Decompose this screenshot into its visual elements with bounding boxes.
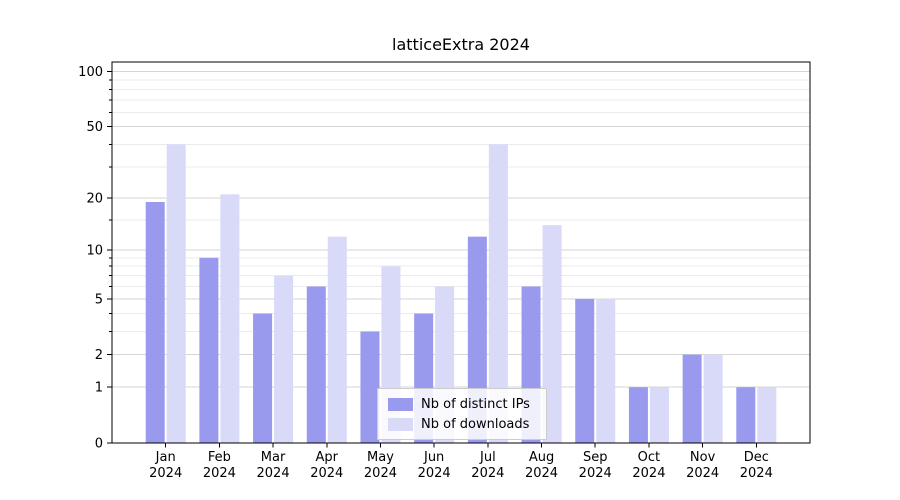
y-tick-label: 10 [86,244,103,259]
bar-downloads-nov [703,354,723,443]
bar-distinct-ips-dec [736,387,756,443]
legend-swatch-distinct-ips [388,397,413,411]
x-tick-label-year: 2024 [525,466,558,481]
y-tick-label: 50 [86,120,103,135]
chart-title: latticeExtra 2024 [392,35,530,54]
legend-label-distinct-ips: Nb of distinct IPs [421,396,530,412]
bar-downloads-oct [649,387,669,443]
x-tick-label-month: Mar [261,450,286,465]
bar-downloads-sep [596,298,616,443]
x-tick-label-month: Jun [423,450,444,465]
bar-downloads-jan [166,144,186,444]
x-tick-label-year: 2024 [149,466,182,481]
legend: Nb of distinct IPs Nb of downloads [377,388,547,440]
y-tick-label: 100 [78,65,103,80]
bar-downloads-apr [327,236,347,443]
x-tick-label-year: 2024 [203,466,236,481]
bar-distinct-ips-nov [682,354,702,443]
x-tick-label-month: Oct [638,450,660,465]
bar-distinct-ips-may [360,331,380,443]
bar-distinct-ips-oct [628,387,648,443]
x-tick-label-year: 2024 [632,466,665,481]
bar-distinct-ips-mar [253,313,273,443]
y-tick-label: 0 [95,437,103,452]
bar-downloads-mar [274,275,294,443]
x-tick-label-month: Nov [690,450,716,465]
x-tick-label-year: 2024 [418,466,451,481]
x-tick-label-month: Feb [208,450,231,465]
bar-downloads-aug [542,225,562,443]
x-tick-label-year: 2024 [686,466,719,481]
bar-distinct-ips-feb [199,257,219,443]
bar-distinct-ips-jan [145,202,165,443]
plot-border [111,61,811,444]
y-tick-label: 2 [95,348,103,363]
x-tick-label-year: 2024 [579,466,612,481]
x-tick-label-month: Dec [744,450,769,465]
y-tick-label: 1 [95,381,103,396]
x-tick-label-month: Apr [316,450,339,465]
legend-item-distinct-ips: Nb of distinct IPs [388,397,536,412]
bar-downloads-jul [488,144,508,444]
x-tick-label-month: Aug [529,450,554,465]
legend-swatch-downloads [388,417,413,431]
bar-distinct-ips-apr [306,286,326,443]
x-tick-label-year: 2024 [740,466,773,481]
x-tick-label-year: 2024 [310,466,343,481]
x-tick-label-year: 2024 [364,466,397,481]
bar-downloads-feb [220,194,240,443]
x-tick-label-year: 2024 [471,466,504,481]
legend-item-downloads: Nb of downloads [388,417,536,432]
x-tick-label-month: Sep [583,450,608,465]
legend-label-downloads: Nb of downloads [421,416,530,432]
bar-distinct-ips-sep [575,298,595,443]
x-tick-label-year: 2024 [257,466,290,481]
bar-downloads-dec [757,387,777,443]
y-tick-label: 5 [95,292,103,307]
x-tick-label-month: Jul [479,450,496,465]
x-tick-label-month: Jan [155,450,176,465]
y-tick-label: 20 [86,192,103,207]
x-tick-label-month: May [367,450,394,465]
